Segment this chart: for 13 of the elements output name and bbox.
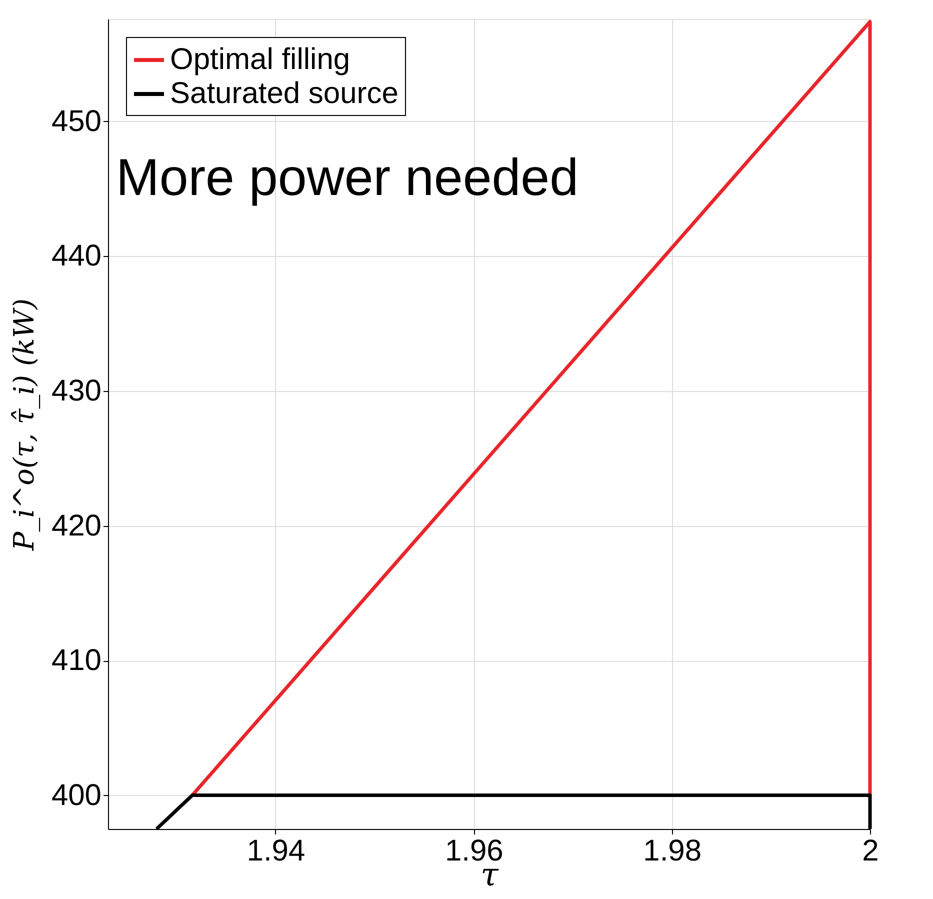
y-tick-label: 430 xyxy=(51,374,102,408)
annotation: More power needed xyxy=(116,149,579,207)
y-tick-label: 420 xyxy=(51,509,102,542)
y-axis-title: P_i^o(τ, τ̂_i) (kW) xyxy=(7,298,40,552)
x-tick-label: 1.98 xyxy=(643,834,702,868)
legend-label: Optimal filling xyxy=(170,43,350,76)
y-tick-label: 410 xyxy=(51,644,102,678)
y-tick-label: 450 xyxy=(51,104,102,138)
x-tick-label: 2 xyxy=(862,834,879,868)
legend-label: Saturated source xyxy=(170,77,398,110)
y-tick-label: 400 xyxy=(51,778,102,812)
x-tick-label: 1.94 xyxy=(246,834,306,868)
y-tick-label: 440 xyxy=(51,240,102,273)
